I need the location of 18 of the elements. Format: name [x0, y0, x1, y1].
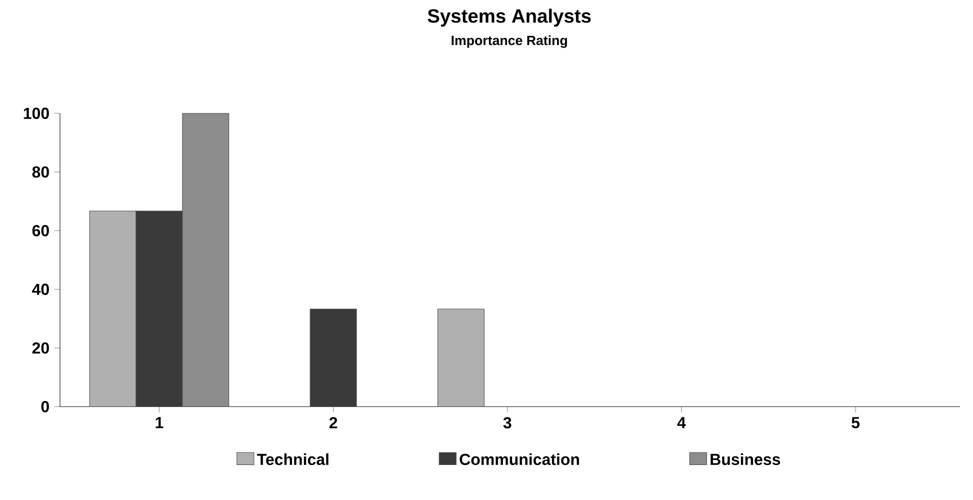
- y-tick-label: 60: [32, 225, 49, 236]
- y-tick-label: 100: [24, 108, 49, 119]
- legend-label: Business: [710, 453, 780, 466]
- chart-subtitle: Importance Rating: [452, 35, 567, 48]
- x-tick-label: 5: [852, 417, 860, 428]
- y-tick-label: 80: [32, 166, 49, 178]
- x-tick-label: 4: [677, 417, 686, 428]
- x-tick-label: 3: [503, 417, 512, 428]
- y-tick-label: 20: [32, 342, 49, 354]
- legend-label: Communication: [460, 453, 580, 466]
- y-tick-label: 40: [32, 284, 49, 295]
- legend-label: Technical: [257, 453, 328, 466]
- bar: [310, 308, 357, 407]
- y-tick-label: 0: [41, 401, 49, 412]
- x-tick-label: 2: [329, 417, 338, 428]
- x-tick-label: 1: [156, 417, 164, 428]
- chart-title: Systems Analysts: [428, 8, 591, 27]
- bar: [438, 308, 484, 407]
